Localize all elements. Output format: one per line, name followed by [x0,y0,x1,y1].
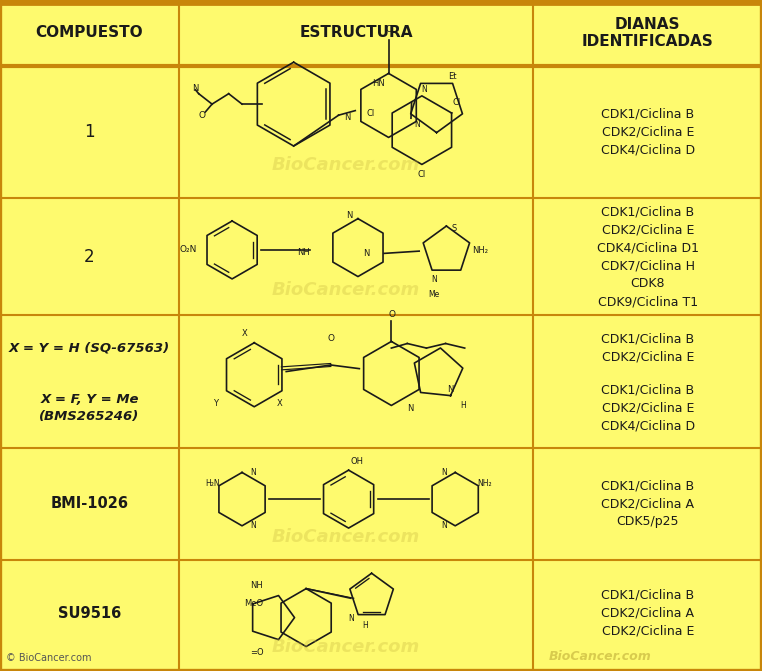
Text: X = F, Y = Me
(BMS265246): X = F, Y = Me (BMS265246) [40,393,139,423]
Text: Y: Y [213,399,219,408]
Text: BioCancer.com: BioCancer.com [549,650,652,663]
Text: O: O [199,111,206,119]
Text: N: N [442,468,447,477]
Text: N: N [192,84,199,93]
Text: NH₂: NH₂ [472,246,488,255]
Text: S: S [451,224,456,233]
Text: CDK1/Ciclina B
CDK2/Ciclina E
CDK4/Ciclina D1
CDK7/Ciclina H
CDK8
CDK9/Ciclina T: CDK1/Ciclina B CDK2/Ciclina E CDK4/Cicli… [597,205,699,308]
Text: Cl: Cl [418,170,426,179]
Text: NH: NH [297,248,310,257]
Text: BioCancer.com: BioCancer.com [272,281,421,299]
Text: H: H [460,401,466,410]
Text: BioCancer.com: BioCancer.com [272,528,421,546]
Text: NH: NH [251,581,264,590]
Text: N: N [346,211,353,220]
Text: DIANAS
IDENTIFICADAS: DIANAS IDENTIFICADAS [582,17,713,49]
Text: Cl: Cl [367,109,375,117]
Text: SU9516: SU9516 [58,606,121,621]
Text: O: O [327,333,335,343]
Text: © BioCancer.com: © BioCancer.com [6,653,91,663]
Text: H: H [362,621,367,630]
Text: N: N [431,275,437,285]
Text: N: N [348,615,354,623]
Text: X: X [242,329,248,338]
Text: MeO: MeO [245,599,264,608]
Text: HN: HN [373,79,386,87]
Text: O: O [385,25,392,34]
Text: N: N [344,113,350,121]
Text: O: O [389,310,395,319]
Text: ESTRUCTURA: ESTRUCTURA [299,25,413,40]
Text: H₂N: H₂N [206,478,220,488]
Text: CDK1/Ciclina B
CDK2/Ciclina E
CDK4/Ciclina D: CDK1/Ciclina B CDK2/Ciclina E CDK4/Cicli… [600,107,695,156]
Text: N: N [408,404,414,413]
Text: X = Y = H (SQ-67563): X = Y = H (SQ-67563) [9,342,170,355]
Text: CDK1/Ciclina B
CDK2/Ciclina A
CDK2/Ciclina E: CDK1/Ciclina B CDK2/Ciclina A CDK2/Cicli… [601,588,694,638]
Text: O₂N: O₂N [180,246,197,254]
Text: Me: Me [428,290,440,299]
Text: N: N [250,521,255,530]
Text: NH₂: NH₂ [477,478,491,488]
Text: 1: 1 [85,123,94,141]
Text: COMPUESTO: COMPUESTO [36,25,143,40]
Text: CDK1/Ciclina B
CDK2/Ciclina A
CDK5/p25: CDK1/Ciclina B CDK2/Ciclina A CDK5/p25 [601,479,694,528]
Text: OH: OH [351,457,363,466]
Text: Et: Et [448,72,457,81]
Text: N: N [415,120,421,129]
Text: CDK1/Ciclina B
CDK2/Ciclina E: CDK1/Ciclina B CDK2/Ciclina E [601,333,694,364]
Text: X: X [277,399,283,408]
Text: Cl: Cl [452,98,460,107]
Text: N: N [447,385,453,394]
Text: N: N [421,85,427,94]
Text: CDK1/Ciclina B
CDK2/Ciclina E
CDK4/Ciclina D: CDK1/Ciclina B CDK2/Ciclina E CDK4/Cicli… [600,383,695,432]
Text: BMI-1026: BMI-1026 [50,496,129,511]
Text: BioCancer.com: BioCancer.com [272,156,421,174]
Text: =O: =O [250,648,264,657]
Text: 2: 2 [85,248,94,266]
Text: N: N [442,521,447,530]
Text: N: N [250,468,255,477]
Text: BioCancer.com: BioCancer.com [272,638,421,656]
Text: N: N [363,249,370,258]
